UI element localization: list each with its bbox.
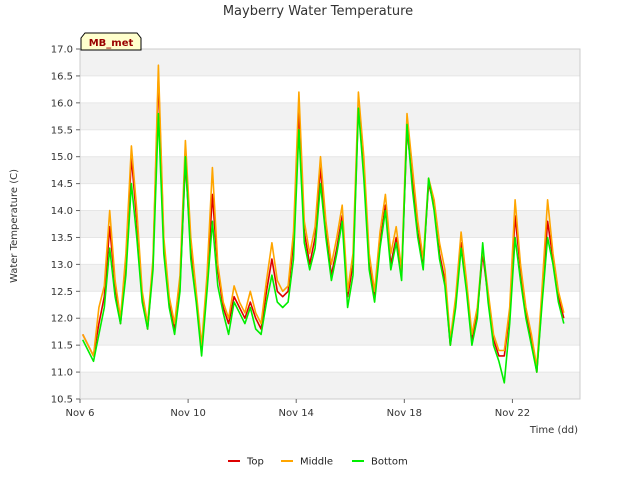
y-tick-label: 14.5 xyxy=(51,179,73,190)
grid-band xyxy=(80,102,580,130)
grid-band xyxy=(80,372,580,399)
plot-frame xyxy=(79,48,581,400)
y-tick-label: 15.0 xyxy=(51,152,73,163)
grid-band xyxy=(80,156,580,184)
site-badge: MB_met xyxy=(80,32,142,51)
y-axis: 10.5 11.0 11.5 12.0 12.5 13.0 13.5 14.0 14.5 15.0… xyxy=(51,45,80,406)
site-badge-label: MB_met xyxy=(89,38,134,49)
x-tick-label: Nov 6 xyxy=(65,408,94,419)
legend-item-middle: Middle xyxy=(281,457,333,468)
legend-item-top: Top xyxy=(228,457,264,468)
legend-label: Middle xyxy=(300,457,333,468)
grid-bands xyxy=(80,49,580,399)
y-tick-label: 13.5 xyxy=(51,233,73,244)
grid-band xyxy=(80,318,580,346)
chart-title: Mayberry Water Temperature xyxy=(223,4,413,19)
y-tick-label: 12.0 xyxy=(51,314,73,325)
series-group xyxy=(81,64,565,384)
legend: Top Middle Bottom xyxy=(228,457,408,468)
y-tick-label: 11.5 xyxy=(51,341,73,352)
y-tick-label: 14.0 xyxy=(51,206,73,217)
y-tick-label: 11.0 xyxy=(51,368,73,379)
series-line-bottom xyxy=(81,107,565,384)
y-tick-label: 16.0 xyxy=(51,98,73,109)
legend-label: Bottom xyxy=(371,457,408,468)
y-tick-label: 17.0 xyxy=(51,45,73,56)
x-tick-label: Nov 10 xyxy=(170,408,205,419)
x-tick-label: Nov 18 xyxy=(387,408,422,419)
x-tick-label: Nov 14 xyxy=(279,408,314,419)
legend-label: Top xyxy=(246,457,264,468)
grid-band xyxy=(80,49,580,76)
x-axis: Nov 6 Nov 10 Nov 14 Nov 18 Nov 22 xyxy=(65,399,530,419)
y-tick-label: 10.5 xyxy=(51,395,73,406)
y-tick-label: 12.5 xyxy=(51,287,73,298)
y-axis-label: Water Temperature (C) xyxy=(9,169,20,283)
x-axis-label: Time (dd) xyxy=(529,425,578,436)
y-tick-label: 13.0 xyxy=(51,260,73,271)
legend-item-bottom: Bottom xyxy=(352,457,408,468)
y-tick-label: 15.5 xyxy=(51,125,73,136)
y-tick-label: 16.5 xyxy=(51,71,73,82)
x-tick-label: Nov 22 xyxy=(495,408,530,419)
